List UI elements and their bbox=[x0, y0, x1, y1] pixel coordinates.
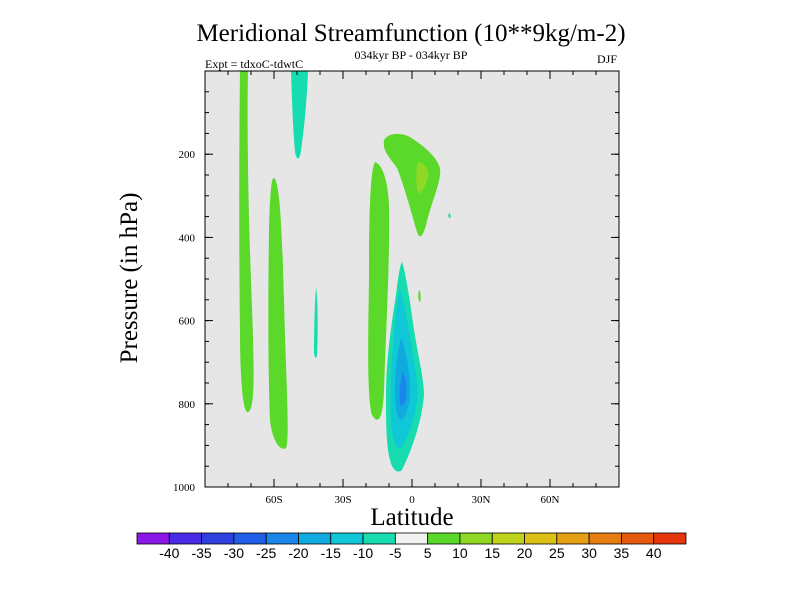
contour-sh-polar-positive bbox=[239, 71, 254, 413]
colorbar-label: -5 bbox=[389, 545, 402, 561]
chart-subtitle-center: 034kyr BP - 034kyr BP bbox=[355, 48, 468, 62]
colorbar-label: -20 bbox=[288, 545, 308, 561]
chart-subtitle-left: Expt = tdxoC-tdwtC bbox=[205, 57, 303, 71]
x-tick-label: 60S bbox=[265, 494, 282, 506]
y-tick-label: 400 bbox=[179, 232, 196, 244]
colorbar-label: -30 bbox=[224, 545, 244, 561]
colorbar-label: -35 bbox=[191, 545, 211, 561]
colorbar-label: -15 bbox=[321, 545, 341, 561]
colorbar bbox=[136, 532, 687, 545]
colorbar-swatch bbox=[168, 532, 202, 545]
colorbar-label: 35 bbox=[614, 545, 630, 561]
contour-layer bbox=[239, 71, 451, 472]
colorbar-swatch bbox=[459, 532, 493, 545]
y-tick-label: 800 bbox=[179, 399, 196, 411]
contour-speck-positive-1 bbox=[418, 290, 421, 302]
x-tick-label: 0 bbox=[409, 494, 415, 506]
colorbar-swatch bbox=[653, 532, 687, 545]
colorbar-swatch bbox=[621, 532, 655, 545]
contour-sh-midlat-positive bbox=[268, 178, 288, 449]
colorbar-label: 5 bbox=[424, 545, 432, 561]
colorbar-swatch bbox=[265, 532, 299, 545]
colorbar-label: 15 bbox=[484, 545, 500, 561]
colorbar-swatch bbox=[362, 532, 396, 545]
x-tick-label: 30N bbox=[472, 494, 491, 506]
colorbar-swatch bbox=[524, 532, 558, 545]
y-tick-label: 600 bbox=[179, 316, 196, 328]
contour-sh-upper-negative bbox=[291, 71, 308, 159]
colorbar-swatch bbox=[427, 532, 461, 545]
y-tick-label: 1000 bbox=[173, 482, 196, 494]
colorbar-swatch bbox=[298, 532, 332, 545]
y-tick-labels: 200 400 600 800 1000 bbox=[173, 149, 196, 494]
colorbar-label: -40 bbox=[159, 545, 179, 561]
contour-speck-negative-1 bbox=[448, 213, 451, 218]
chart-subtitle-right: DJF bbox=[597, 52, 617, 66]
colorbar-label: 30 bbox=[581, 545, 597, 561]
colorbar-swatch bbox=[394, 532, 429, 545]
chart-title: Meridional Streamfunction (10**9kg/m-2) bbox=[196, 20, 625, 47]
contour-sh-small-negative bbox=[314, 288, 318, 358]
colorbar-swatch bbox=[491, 532, 525, 545]
colorbar-label: 25 bbox=[549, 545, 565, 561]
colorbar-label: 20 bbox=[517, 545, 533, 561]
colorbar-swatch bbox=[233, 532, 267, 545]
colorbar-swatch bbox=[330, 532, 364, 545]
x-tick-label: 60N bbox=[541, 494, 560, 506]
colorbar-swatch bbox=[556, 532, 590, 545]
contour-subtropical-positive bbox=[368, 162, 390, 420]
contour-tropical-lower-neg-20 bbox=[399, 372, 407, 406]
x-axis-label: Latitude bbox=[370, 504, 453, 531]
y-tick-label: 200 bbox=[179, 149, 196, 161]
colorbar-label: 10 bbox=[452, 545, 468, 561]
x-tick-label: 30S bbox=[334, 494, 351, 506]
colorbar-labels: -40 -35 -30 -25 -20 -15 -10 -5 5 10 15 20 25 30 35 40 bbox=[159, 545, 662, 561]
colorbar-swatch bbox=[588, 532, 622, 545]
contour-tropical-upper-positive bbox=[383, 133, 441, 237]
contour-tropical-upper-inner bbox=[416, 162, 429, 194]
axis-ticks bbox=[205, 71, 619, 488]
colorbar-label: 40 bbox=[646, 545, 662, 561]
colorbar-swatch bbox=[136, 532, 170, 545]
colorbar-swatch bbox=[201, 532, 235, 545]
x-tick-labels: 60S 30S 0 30N 60N bbox=[265, 494, 559, 506]
y-axis-label: Pressure (in hPa) bbox=[116, 193, 143, 364]
colorbar-label: -25 bbox=[256, 545, 276, 561]
colorbar-label: -10 bbox=[353, 545, 373, 561]
